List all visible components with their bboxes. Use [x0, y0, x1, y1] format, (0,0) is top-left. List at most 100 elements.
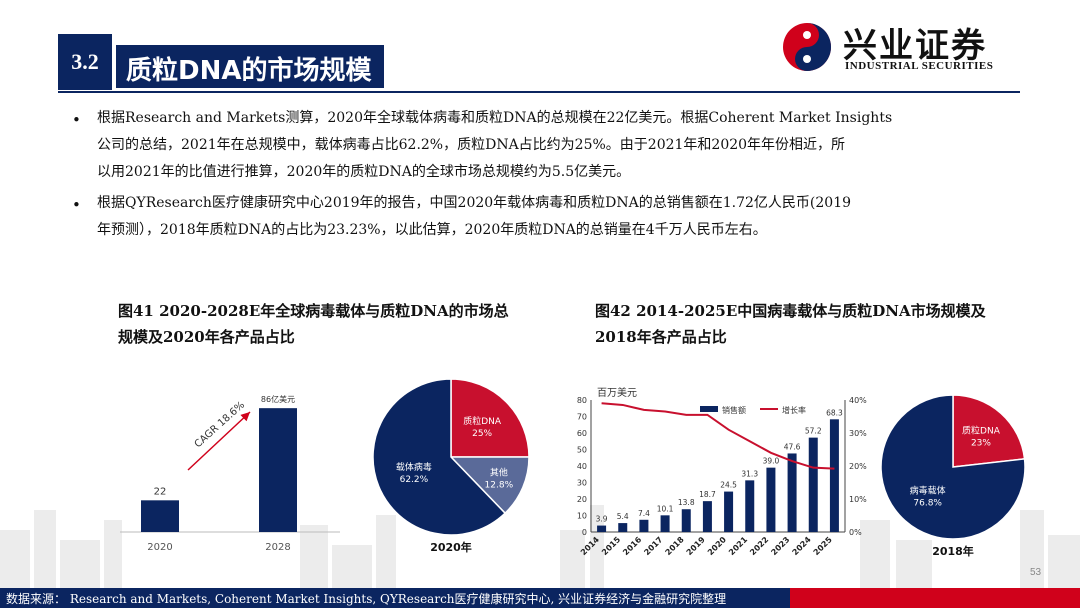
figure-41-title-line-2: 规模及2020年各产品占比 — [118, 328, 295, 346]
x-tick-label-2028: 2028 — [265, 542, 290, 553]
logo-english-text: INDUSTRIAL SECURITIES — [845, 60, 994, 72]
fig42-pie-slice-label-1: 76.8% — [913, 498, 942, 508]
unit-label: 百万美元 — [597, 386, 637, 399]
left-tick-30: 30 — [577, 479, 587, 488]
bar-2028 — [259, 408, 297, 532]
x-tick-2024: 2024 — [791, 535, 813, 557]
fig41-pie-slice-1 — [449, 456, 530, 515]
bar-2024 — [808, 437, 818, 532]
fig42-pie-caption: 2018年 — [932, 544, 974, 558]
left-tick-70: 70 — [577, 413, 587, 422]
x-tick-2025: 2025 — [812, 535, 834, 557]
bar-label-2024: 57.2 — [805, 427, 822, 436]
figure-42-pie-chart: 质粒DNA 23% 病毒载体 76.8% 2018年 — [880, 394, 1026, 558]
right-tick-1: 10% — [849, 495, 867, 504]
fig41-pie-slice-name-2: 载体病毒 — [396, 461, 432, 473]
x-tick-2017: 2017 — [642, 535, 664, 557]
x-tick-2023: 2023 — [769, 535, 791, 557]
bar-label-2015: 5.4 — [617, 512, 629, 521]
figure-41-title: 图41 2020-2028E年全球病毒载体与质粒DNA的市场总 规模及2020年… — [118, 298, 558, 350]
bar-2023 — [787, 453, 797, 532]
logo-chinese-text: 兴业证券 — [843, 26, 987, 66]
bar-label-2025: 68.3 — [826, 408, 843, 417]
x-tick-2018: 2018 — [664, 535, 686, 557]
bar-2019 — [702, 501, 712, 532]
footer-bar-red — [790, 588, 1080, 608]
fig41-pie-slice-2 — [372, 378, 507, 536]
fig42-pie-slice-name-1: 病毒载体 — [910, 484, 946, 496]
right-tick-2: 20% — [849, 462, 867, 471]
right-tick-4: 40% — [849, 396, 867, 405]
figure-42-title: 图42 2014-2025E中国病毒载体与质粒DNA市场规模及 2018年各产品… — [595, 298, 1035, 350]
fig42-pie-slice-0 — [952, 394, 1026, 468]
industrial-securities-logo-icon — [783, 23, 831, 71]
bar-label-2019: 18.7 — [699, 490, 716, 499]
bar-2025 — [829, 419, 839, 532]
bullet-1-line-1: 根据Research and Markets测算，2020年全球载体病毒和质粒D… — [97, 110, 893, 126]
bullet-1-line-3: 以用2021年的比值进行推算，2020年的质粒DNA的全球市场总规模约为5.5亿… — [97, 164, 631, 180]
fig41-pie-slice-label-0: 25% — [472, 429, 492, 439]
page-number: 53 — [1030, 567, 1042, 578]
bullet-2-line-2: 年预测），2018年质粒DNA的占比为23.23%，以此估算，2020年质粒DN… — [97, 222, 767, 238]
bullet-1-line-2: 公司的总结，2021年在总规模中，载体病毒占比62.2%，质粒DNA占比约为25… — [97, 137, 846, 153]
x-tick-2015: 2015 — [600, 535, 622, 557]
figure-42-combo-chart: 百万美元 0 10 20 30 40 50 60 70 80 0% 10% 20% 30% 40% 3.9 20… — [577, 386, 867, 557]
bar-label-2014: 3.9 — [596, 515, 608, 524]
right-tick-0: 0% — [849, 528, 862, 537]
left-tick-40: 40 — [577, 462, 587, 471]
bar-2020 — [141, 500, 179, 532]
bar-2020 — [724, 491, 734, 532]
bar-label-2020: 24.5 — [720, 481, 737, 490]
fig41-pie-slice-0 — [450, 378, 530, 458]
growth-rate-line — [601, 402, 835, 470]
header-divider — [58, 91, 1020, 93]
footer-source-text: 数据来源： Research and Markets, Coherent Mar… — [6, 592, 727, 606]
fig41-pie-slice-label-1: 12.8% — [485, 480, 514, 490]
x-tick-2016: 2016 — [621, 535, 643, 557]
x-tick-label-2020: 2020 — [147, 542, 172, 553]
fig41-pie-slice-label-2: 62.2% — [400, 475, 429, 485]
legend-label-sales: 销售额 — [722, 405, 746, 415]
figure-41-title-line-1: 图41 2020-2028E年全球病毒载体与质粒DNA的市场总 — [118, 302, 509, 320]
bar-2015 — [618, 523, 628, 532]
bar-value-label-2028: 86亿美元 — [261, 394, 295, 404]
bullet-paragraph-1: 根据Research and Markets测算，2020年全球载体病毒和质粒D… — [97, 105, 1012, 186]
bar-label-2017: 10.1 — [657, 504, 674, 513]
bar-2018 — [681, 509, 691, 532]
section-title-bar — [116, 45, 384, 88]
bar-2014 — [597, 525, 607, 532]
x-tick-2014: 2014 — [579, 535, 601, 557]
cagr-arrow — [187, 411, 251, 471]
left-tick-0: 0 — [582, 528, 587, 537]
bar-label-2021: 31.3 — [741, 469, 758, 478]
bar-label-2023: 47.6 — [784, 442, 801, 451]
cagr-annotation: CAGR 18.6% — [193, 400, 247, 451]
section-title: 质粒DNA的市场规模 — [126, 56, 372, 86]
section-number: 3.2 — [58, 34, 112, 90]
x-tick-2020: 2020 — [706, 535, 728, 557]
figure-41-bar-chart: 22 2020 86亿美元 2028 CAGR 18.6% — [120, 394, 340, 553]
bullet-2-line-1: 根据QYResearch医疗健康研究中心2019年的报告，中国2020年载体病毒… — [97, 195, 852, 211]
bar-label-2022: 39.0 — [763, 457, 780, 466]
bar-2022 — [766, 467, 776, 532]
fig41-pie-slice-name-0: 质粒DNA — [463, 415, 502, 427]
fig42-pie-slice-name-0: 质粒DNA — [962, 425, 1001, 437]
figure-41-pie-chart: 质粒DNA 25% 其他 12.8% 载体病毒 62.2% 2020年 — [372, 378, 530, 554]
bullet-marker-1: • — [72, 111, 81, 129]
fig41-pie-slice-name-1: 其他 — [490, 466, 508, 478]
bar-2017 — [660, 515, 670, 532]
city-skyline-background — [0, 505, 1080, 588]
right-tick-3: 30% — [849, 429, 867, 438]
fig42-pie-slice-label-0: 23% — [971, 439, 991, 449]
left-tick-60: 60 — [577, 429, 587, 438]
legend-label-growth: 增长率 — [782, 405, 806, 415]
x-tick-2019: 2019 — [685, 535, 707, 557]
bar-label-2016: 7.4 — [638, 509, 650, 518]
bar-label-2018: 13.8 — [678, 498, 695, 507]
bar-2016 — [639, 519, 649, 532]
footer-bar-navy — [0, 588, 790, 608]
x-tick-2022: 2022 — [748, 535, 770, 557]
bar-2021 — [745, 480, 755, 532]
fig42-pie-slice-1 — [880, 394, 1026, 540]
legend-swatch-sales — [700, 406, 718, 412]
